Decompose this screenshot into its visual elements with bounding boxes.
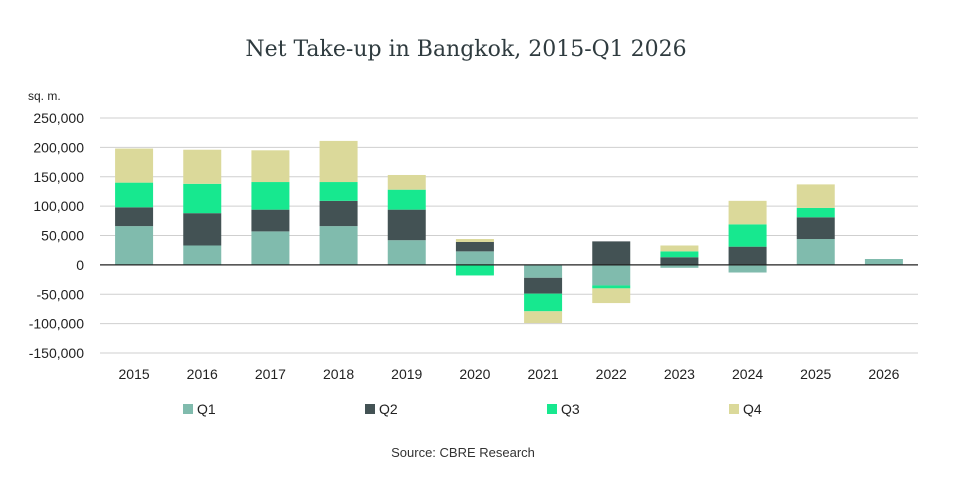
bar-q3-2018 [319,182,358,201]
y-tick-label: 100,000 [33,198,84,214]
x-tick-label: 2021 [528,366,559,382]
legend-label-q3: Q3 [561,401,580,417]
x-tick-label: 2018 [323,366,354,382]
bar-q1-2019 [387,240,426,265]
legend-swatch-q3 [547,404,557,414]
bar-q4-2024 [728,200,767,225]
bar-q4-2023 [660,245,699,252]
bar-q3-2017 [251,182,290,210]
bar-q2-2020 [455,241,494,252]
bar-q3-2023 [660,251,699,258]
x-tick-label: 2024 [732,366,763,382]
bar-q4-2019 [387,174,426,190]
x-tick-label: 2015 [119,366,150,382]
bar-q4-2016 [183,149,222,184]
legend-label-q1: Q1 [197,401,216,417]
x-tick-label: 2026 [868,366,899,382]
bar-q4-2025 [796,184,835,208]
bar-q1-2024 [728,264,767,273]
x-tick-label: 2023 [664,366,695,382]
bar-q1-2025 [796,239,835,265]
bar-q4-2018 [319,140,358,183]
bar-q4-2015 [115,148,154,183]
legend-label-q4: Q4 [743,401,762,417]
y-tick-label: 250,000 [33,110,84,126]
bar-q1-2026 [864,259,903,265]
bar-q2-2023 [660,257,699,265]
bar-q3-2015 [115,182,154,208]
bar-q3-2019 [387,189,426,210]
bar-q1-2023 [660,264,699,268]
y-tick-label: -150,000 [29,345,84,361]
bar-q2-2016 [183,213,222,246]
bar-q1-2016 [183,245,222,265]
y-tick-label: 50,000 [41,228,84,244]
y-tick-label: 150,000 [33,169,84,185]
bar-q1-2022 [592,264,631,286]
x-tick-label: 2019 [391,366,422,382]
bar-q4-2020 [455,239,494,242]
legend: Q1 Q2 Q3 Q4 [183,401,762,417]
bar-q3-2025 [796,207,835,218]
bar-q2-2021 [524,277,563,294]
bars [115,140,903,324]
x-tick-label: 2016 [187,366,218,382]
bar-q2-2017 [251,209,290,232]
bar-q1-2015 [115,226,154,265]
gridlines [100,117,918,354]
y-axis-unit-label: sq. m. [28,89,61,103]
bar-q3-2021 [524,293,563,312]
x-axis-ticks: 2015 2016 2017 2018 2019 2020 2021 2022 2023 2024… [119,366,900,382]
source-note: Source: CBRE Research [391,445,535,460]
legend-swatch-q4 [729,404,739,414]
bar-q2-2019 [387,209,426,241]
bar-q2-2024 [728,246,767,265]
bar-q2-2018 [319,200,358,227]
bar-q2-2025 [796,217,835,240]
bar-q3-2022 [592,285,631,289]
chart-title: Net Take-up in Bangkok, 2015-Q1 2026 [245,37,686,62]
bar-q3-2016 [183,183,222,214]
bar-q4-2021 [524,311,563,324]
bar-q1-2020 [455,251,494,265]
x-tick-label: 2022 [596,366,627,382]
bar-q4-2017 [251,150,290,183]
bar-q1-2017 [251,231,290,265]
y-tick-label: -50,000 [37,286,85,302]
bar-q2-2022 [592,241,631,265]
bar-q2-2015 [115,207,154,227]
legend-label-q2: Q2 [379,401,398,417]
legend-swatch-q2 [365,404,375,414]
bar-q1-2018 [319,226,358,265]
bar-q3-2020 [455,264,494,276]
y-tick-label: 0 [76,257,84,273]
x-tick-label: 2020 [459,366,490,382]
y-axis-ticks: 250,000 200,000 150,000 100,000 50,000 0 -50,0… [29,110,84,361]
bar-q1-2021 [524,264,563,278]
x-tick-label: 2025 [800,366,831,382]
y-tick-label: -100,000 [29,316,84,332]
bar-q4-2022 [592,288,631,304]
y-tick-label: 200,000 [33,139,84,155]
legend-swatch-q1 [183,404,193,414]
x-tick-label: 2017 [255,366,286,382]
bar-q3-2024 [728,224,767,247]
